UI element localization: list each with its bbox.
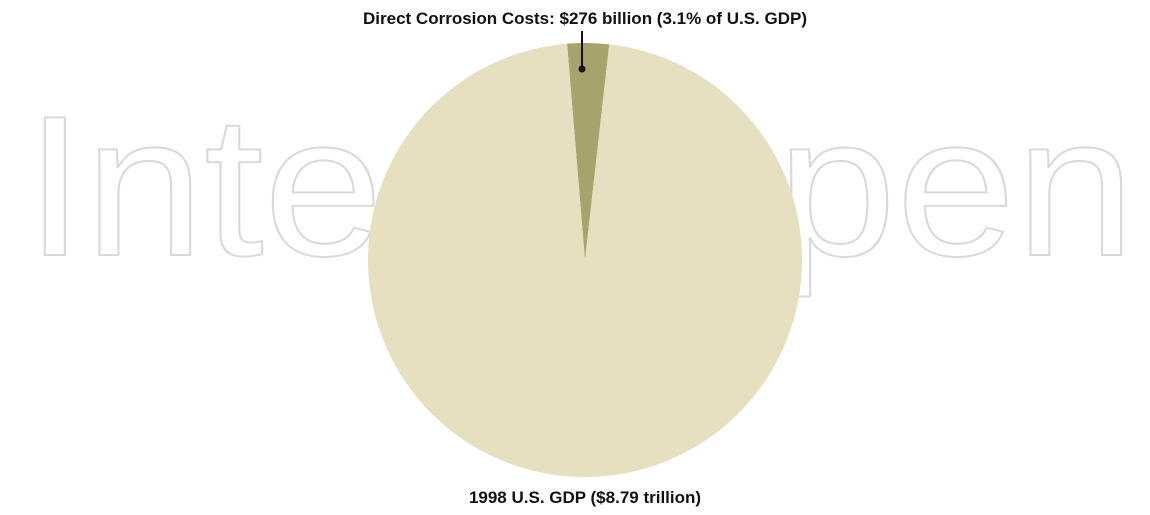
slice-corrosion-costs — [567, 43, 610, 261]
bottom-annotation: 1998 U.S. GDP ($8.79 trillion) — [469, 488, 701, 507]
callout-dot — [578, 65, 586, 73]
top-annotation: Direct Corrosion Costs: $276 billion (3.… — [363, 9, 807, 28]
callout — [578, 31, 586, 73]
slice-us-gdp — [367, 43, 802, 478]
pie-slices — [367, 43, 802, 478]
